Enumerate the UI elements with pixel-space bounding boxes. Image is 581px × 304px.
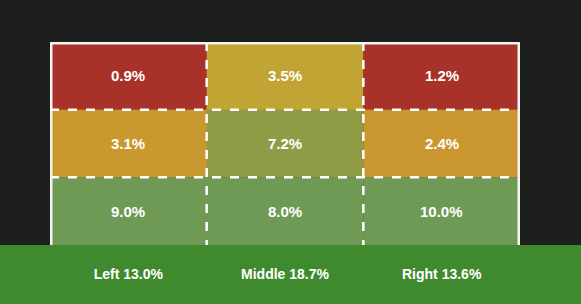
svg-text:2.4%: 2.4% [425,135,459,152]
svg-text:Right 13.6%: Right 13.6% [402,266,482,282]
svg-text:0.9%: 0.9% [111,67,145,84]
svg-text:1.2%: 1.2% [425,67,459,84]
svg-text:10.0%: 10.0% [420,203,463,220]
svg-text:Left 13.0%: Left 13.0% [94,266,164,282]
svg-text:8.0%: 8.0% [268,203,302,220]
svg-text:9.0%: 9.0% [111,203,145,220]
svg-text:Middle 18.7%: Middle 18.7% [241,266,329,282]
svg-text:3.5%: 3.5% [268,67,302,84]
svg-text:3.1%: 3.1% [111,135,145,152]
svg-text:7.2%: 7.2% [268,135,302,152]
